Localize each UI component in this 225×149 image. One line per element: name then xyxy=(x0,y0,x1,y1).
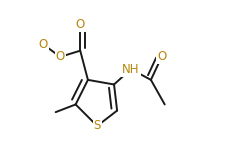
Text: O: O xyxy=(39,38,48,51)
Text: S: S xyxy=(93,119,101,132)
Text: O: O xyxy=(76,18,85,31)
Text: O: O xyxy=(157,50,166,63)
Text: O: O xyxy=(56,50,65,63)
Text: NH: NH xyxy=(122,63,140,76)
